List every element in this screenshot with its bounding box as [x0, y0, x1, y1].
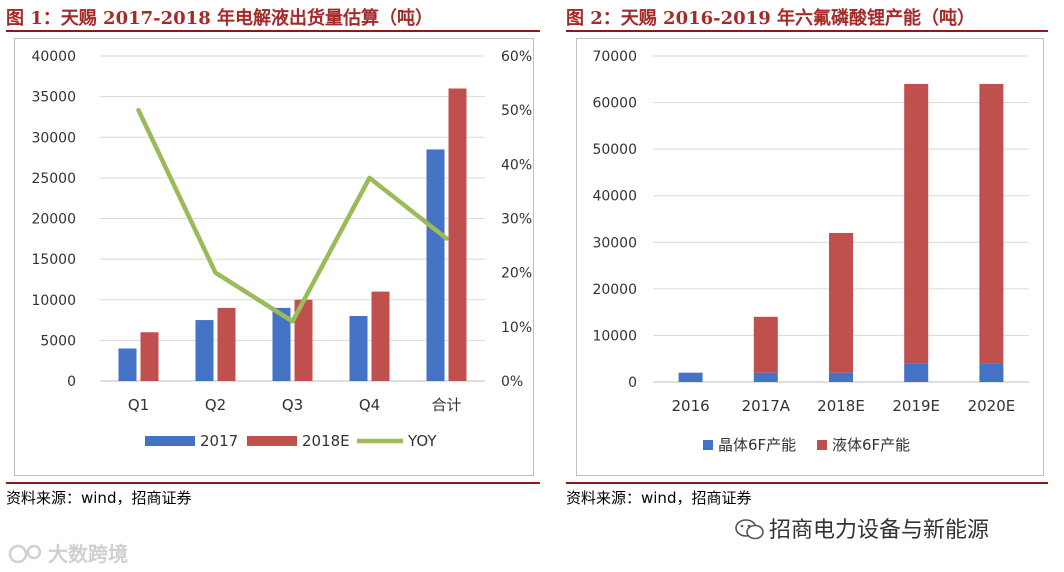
chart1-y2-tick-label: 0%: [501, 374, 523, 390]
chart1-yoy-point: [290, 319, 295, 324]
chart1-bar-2017: [118, 348, 137, 381]
chart2-y-tick-label: 10000: [592, 328, 637, 344]
chart1-x-tick-label: Q1: [128, 396, 149, 414]
chart1-y2-tick-label: 50%: [501, 103, 532, 119]
chart2-frame: 0 10000 20000 30000 40000 50000 60000 70000 2016…: [576, 38, 1044, 476]
chart1-yoy-point: [367, 175, 372, 180]
logo-icon: [8, 543, 48, 565]
chart1-yoy-point: [136, 108, 141, 113]
chart1-source-rule: [6, 482, 540, 484]
chart2-bar-segment: [678, 372, 703, 382]
chart1-x-tick-label: Q3: [282, 396, 303, 414]
chart2-x-tick-label: 2019E: [892, 397, 940, 415]
chart1-bar-2018E: [448, 88, 467, 381]
chart1-y2-tick-label: 20%: [501, 266, 532, 282]
chart1-y-tick-label: 40000: [31, 49, 76, 65]
chart1-legend-label: YOY: [407, 432, 437, 450]
chart1-y2-tick-label: 10%: [501, 320, 532, 336]
chart2-source-rule: [566, 482, 1048, 484]
chart2-bar-segment: [904, 363, 929, 382]
chart1-y-tick-label: 35000: [31, 90, 76, 106]
chart2-bar-segment: [829, 232, 853, 373]
chart1-bar-2018E: [294, 299, 313, 381]
wechat-brand-text: 招商电力设备与新能源: [769, 518, 990, 543]
chart2-title-rule: [566, 30, 1048, 32]
chart2-legend-label: 晶体6F产能: [718, 436, 796, 454]
chart1-x-tick-label: 合计: [431, 396, 461, 414]
chart1-y-tick-label: 30000: [31, 130, 76, 146]
chart2-y-tick-label: 0: [628, 375, 637, 391]
chart2-title: 图 2：天赐 2016-2019 年六氟磷酸锂产能（吨）: [566, 8, 975, 29]
chart1-bar-2018E: [371, 291, 390, 381]
chart2-bar-segment: [829, 372, 853, 382]
chart1-y2-tick-label: 40%: [501, 157, 532, 173]
chart2-y-tick-label: 40000: [592, 189, 637, 205]
chart1-source: 资料来源：wind，招商证券: [6, 489, 192, 507]
chart1-y2-tick-label: 30%: [501, 212, 532, 228]
chart2-x-tick-label: 2020E: [968, 397, 1016, 415]
wechat-icon: [735, 518, 765, 540]
chart1-bar-2017: [195, 320, 214, 381]
chart1-legend-swatch-2017: [145, 436, 195, 446]
chart2-plot: 0 10000 20000 30000 40000 50000 60000 70000 2016…: [592, 49, 1029, 454]
chart2-x-tick-label: 2017A: [742, 397, 791, 415]
chart1-legend-swatch-2018e: [247, 436, 297, 446]
chart1-y2-tick-label: 60%: [501, 49, 532, 65]
wechat-watermark: 招商电力设备与新能源: [735, 512, 989, 544]
chart1-yoy-point: [213, 270, 218, 275]
logo-text: 大数跨境: [48, 542, 128, 566]
chart2-legend-swatch-liquid: [817, 440, 827, 450]
chart2-y-tick-label: 20000: [592, 282, 637, 298]
chart1-title: 图 1：天赐 2017-2018 年电解液出货量估算（吨）: [6, 8, 433, 29]
chart2-source: 资料来源：wind，招商证券: [566, 489, 752, 507]
chart1-yoy-line: [136, 107, 449, 324]
chart2-y-tick-label: 30000: [592, 235, 637, 251]
chart1-yoy-point: [444, 236, 449, 241]
chart1-legend-label: 2018E: [302, 432, 350, 450]
chart1-x-tick-label: Q2: [205, 396, 226, 414]
chart1-y-tick-label: 15000: [31, 252, 76, 268]
chart2-x-tick-label: 2018E: [817, 397, 865, 415]
chart2-y-tick-label: 50000: [592, 142, 637, 158]
chart1-y-tick-label: 25000: [31, 171, 76, 187]
chart1-legend-label: 2017: [200, 432, 238, 450]
chart1-title-rule: [6, 30, 540, 32]
chart1-y-tick-label: 5000: [40, 333, 76, 349]
logo-watermark: 大数跨境: [8, 538, 128, 567]
chart2-y-tick-label: 60000: [592, 96, 637, 112]
chart2-bar-segment: [904, 83, 929, 364]
chart1-bar-2018E: [217, 307, 236, 381]
chart1-bar-2017: [426, 149, 445, 381]
chart2-bar-segment: [753, 372, 778, 382]
chart1-y-tick-label: 20000: [31, 212, 76, 228]
chart1-bar-2017: [349, 316, 368, 381]
chart1-bar-2018E: [140, 332, 159, 381]
chart2-bar-segment: [979, 363, 1004, 382]
chart2-y-tick-label: 70000: [592, 49, 637, 65]
chart1-frame: 0 5000 10000 15000 20000 25000 30000 35000 40000…: [14, 38, 534, 476]
chart2-bar-segment: [979, 83, 1004, 364]
chart1-bar-2017: [272, 307, 291, 381]
chart2-legend-swatch-crystal: [703, 440, 713, 450]
chart1-y-tick-label: 10000: [31, 293, 76, 309]
chart2-bar-segment: [753, 316, 778, 373]
chart1-y-tick-label: 0: [67, 374, 76, 390]
chart2-legend-label: 液体6F产能: [832, 436, 910, 454]
chart1-plot: 0 5000 10000 15000 20000 25000 30000 35000 40000…: [31, 49, 532, 450]
chart2-x-tick-label: 2016: [672, 397, 710, 415]
chart1-x-tick-label: Q4: [359, 396, 380, 414]
